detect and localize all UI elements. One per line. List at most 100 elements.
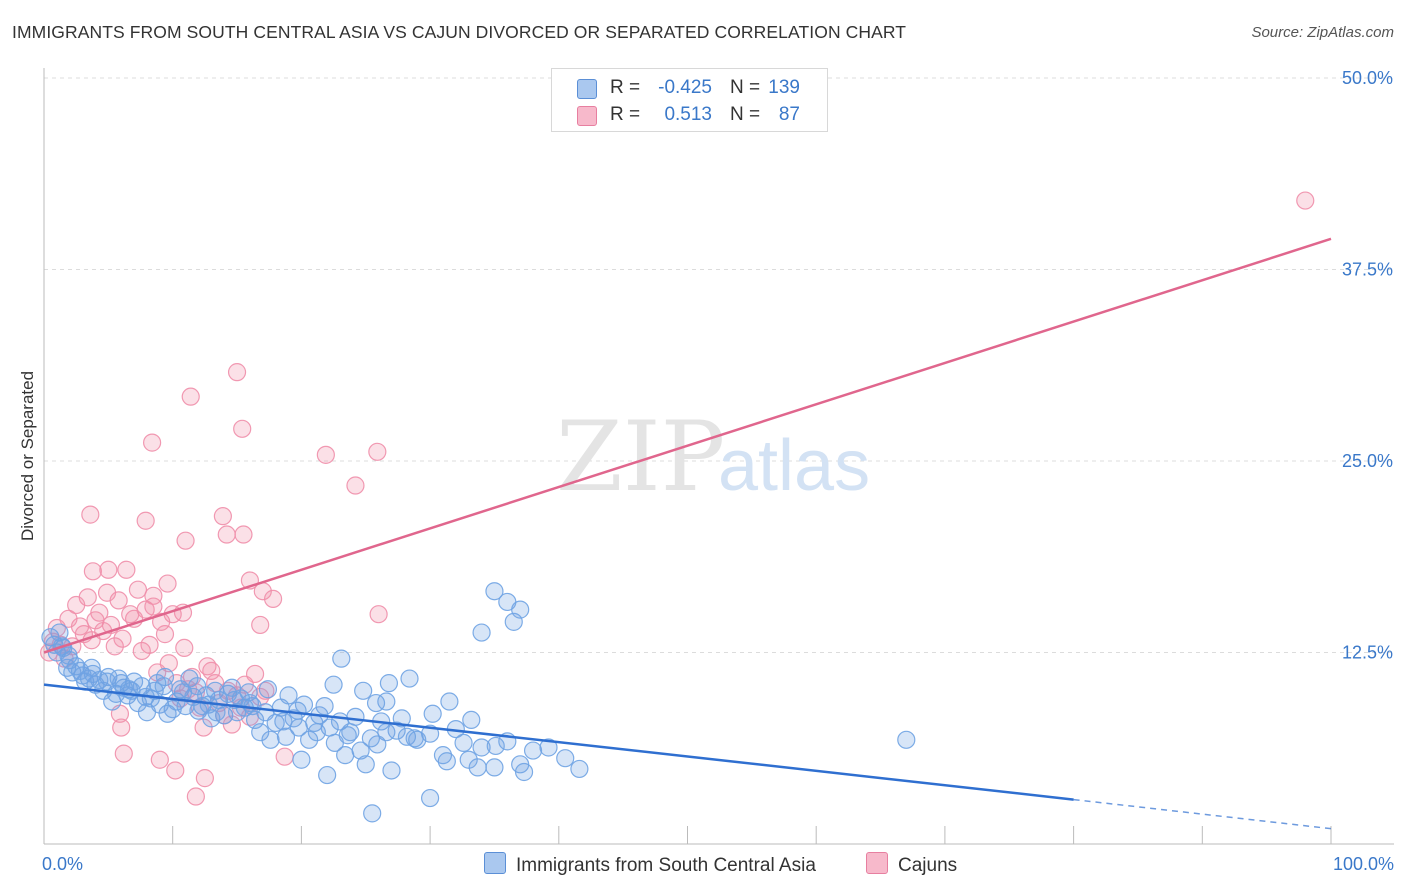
cajun-point bbox=[176, 531, 195, 550]
watermark-atlas: atlas bbox=[718, 426, 870, 506]
south-central-asia-point bbox=[336, 746, 355, 765]
south-central-asia-point bbox=[397, 727, 417, 746]
y-tick-label: 25.0% bbox=[1342, 451, 1393, 471]
watermark: ZIP atlas bbox=[556, 401, 870, 513]
south-central-asia-point bbox=[155, 667, 175, 687]
south-central-asia-point bbox=[82, 658, 101, 677]
cajun-point bbox=[105, 637, 124, 656]
x-tick-label-max: 100.0% bbox=[1333, 854, 1394, 874]
south-central-asia-point bbox=[423, 704, 442, 723]
south-central-asia-point bbox=[462, 710, 481, 730]
cajun-point bbox=[234, 525, 253, 544]
cajun-point bbox=[112, 718, 131, 737]
cajun-point bbox=[175, 638, 194, 658]
legend-swatch-cajuns bbox=[577, 106, 597, 126]
bottom-legend-label: Immigrants from South Central Asia bbox=[516, 855, 816, 876]
south-central-asia-points bbox=[41, 582, 916, 823]
cajun-point bbox=[109, 591, 128, 610]
south-central-asia-point bbox=[261, 730, 280, 749]
cajun-point bbox=[144, 597, 163, 616]
y-tick-label: 50.0% bbox=[1342, 68, 1393, 88]
south-central-asia-point bbox=[50, 623, 69, 642]
y-tick-label: 12.5% bbox=[1342, 643, 1393, 663]
cajun-point bbox=[275, 747, 294, 766]
south-central-asia-point bbox=[276, 727, 296, 746]
bottom-legend-label: Cajuns bbox=[898, 855, 958, 876]
south-central-asia-point bbox=[300, 730, 319, 749]
south-central-asia-point bbox=[318, 765, 337, 785]
cajun-point bbox=[195, 769, 214, 788]
cajun-point bbox=[263, 589, 283, 608]
south-central-asia-point bbox=[332, 649, 351, 668]
grid-lines bbox=[44, 77, 1394, 653]
south-central-asia-point bbox=[97, 672, 117, 691]
chart-title: IMMIGRANTS FROM SOUTH CENTRAL ASIA VS CA… bbox=[12, 22, 907, 42]
south-central-asia-point bbox=[70, 661, 90, 680]
cajun-point bbox=[99, 560, 118, 579]
cajun-point bbox=[83, 562, 103, 581]
cajun-point bbox=[113, 629, 132, 648]
south-central-asia-point bbox=[437, 752, 456, 771]
cajun-point bbox=[227, 363, 247, 382]
correlation-legend: R = -0.425 N = 139 R = 0.513 N = 87 bbox=[551, 68, 828, 132]
cajun-point bbox=[369, 605, 388, 624]
south-central-asia-point bbox=[315, 697, 334, 716]
trend-line-cajuns bbox=[43, 237, 1332, 654]
south-central-asia-point bbox=[377, 692, 396, 711]
south-central-asia-point bbox=[468, 758, 487, 777]
y-tick-label: 37.5% bbox=[1342, 260, 1393, 280]
chart-source: Source: ZipAtlas.com bbox=[1251, 24, 1394, 41]
south-central-asia-point bbox=[368, 735, 387, 754]
south-central-asia-point bbox=[454, 733, 473, 752]
legend-n-value: 139 bbox=[768, 77, 800, 98]
south-central-asia-point bbox=[485, 758, 504, 777]
south-central-asia-point bbox=[556, 749, 575, 768]
cajun-point bbox=[143, 433, 162, 452]
south-central-asia-point bbox=[400, 669, 419, 688]
legend-n-label: N = bbox=[730, 77, 761, 98]
south-central-asia-point bbox=[570, 759, 589, 779]
y-axis-label: Divorced or Separated bbox=[18, 371, 37, 541]
cajun-point bbox=[346, 476, 365, 495]
cajun-point bbox=[90, 603, 109, 622]
bottom-legend-swatch-pink bbox=[866, 852, 888, 874]
cajun-point bbox=[114, 744, 133, 763]
legend-r-value: -0.425 bbox=[658, 77, 712, 98]
cajun-point bbox=[217, 525, 236, 544]
legend-r-value: 0.513 bbox=[664, 104, 712, 125]
south-central-asia-point bbox=[440, 692, 459, 711]
cajun-point bbox=[81, 505, 100, 524]
south-central-asia-point bbox=[207, 703, 226, 722]
south-central-asia-point bbox=[109, 669, 128, 688]
south-central-asia-point bbox=[379, 674, 399, 693]
cajun-point bbox=[155, 625, 175, 644]
cajun-point bbox=[181, 387, 200, 406]
cajun-point bbox=[78, 588, 97, 607]
south-central-asia-point bbox=[472, 623, 491, 642]
south-central-asia-point bbox=[897, 730, 916, 749]
south-central-asia-point bbox=[523, 741, 543, 760]
cajun-point bbox=[316, 445, 335, 464]
cajun-point bbox=[194, 718, 213, 737]
cajun-point bbox=[166, 761, 185, 780]
south-central-asia-point bbox=[392, 709, 411, 728]
south-central-asia-point bbox=[514, 762, 534, 782]
south-central-asia-point bbox=[346, 707, 365, 726]
cajun-point bbox=[251, 615, 270, 635]
south-central-asia-point bbox=[405, 729, 424, 748]
tick-labels: 12.5% 25.0% 37.5% 50.0% 0.0% 100.0% bbox=[42, 68, 1394, 874]
cajun-point bbox=[159, 654, 178, 673]
cajun-point bbox=[128, 580, 148, 599]
cajun-point bbox=[158, 574, 177, 593]
south-central-asia-point bbox=[486, 736, 505, 756]
south-central-asia-point bbox=[324, 675, 343, 694]
south-central-asia-point bbox=[251, 723, 270, 742]
trend-line-south-central-asia-extension bbox=[1073, 798, 1332, 830]
south-central-asia-point bbox=[351, 741, 370, 760]
watermark-zip: ZIP bbox=[556, 401, 725, 513]
cajun-point bbox=[1296, 191, 1315, 210]
south-central-asia-point bbox=[258, 680, 278, 699]
south-central-asia-point bbox=[279, 686, 298, 705]
cajun-point bbox=[213, 507, 232, 526]
